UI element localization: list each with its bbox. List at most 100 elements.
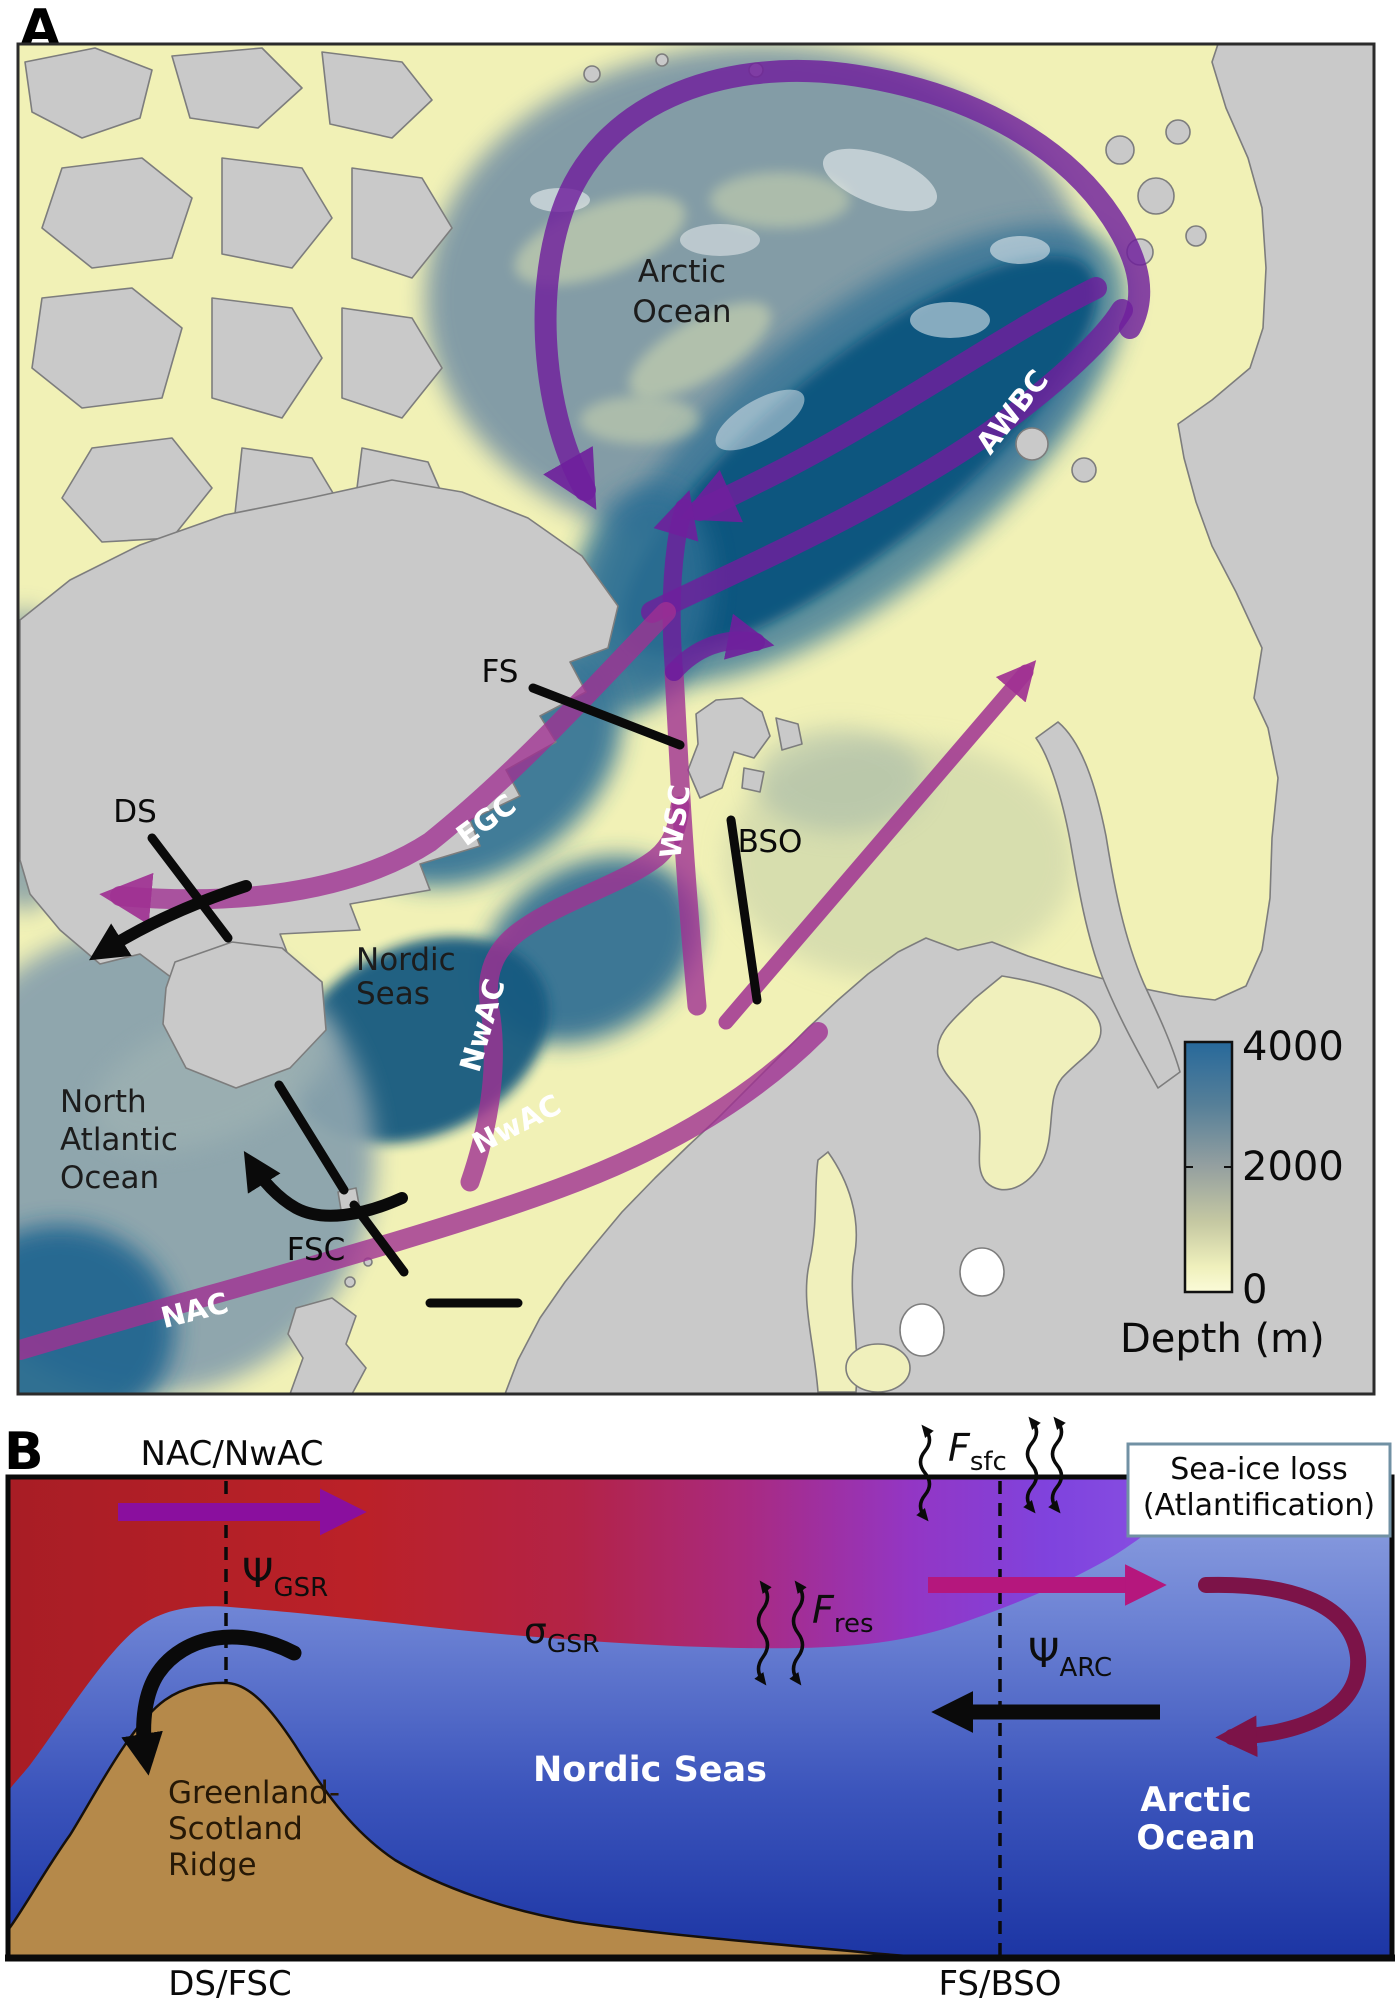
island <box>655 53 669 67</box>
island <box>583 65 601 83</box>
panel-b-schematic: B NAC/NwAC Sea-ice loss (Atla <box>4 1416 1395 2000</box>
colorbar-tick-mid: 2000 <box>1242 1144 1344 1190</box>
f-res-wavy-arrow <box>789 1580 807 1686</box>
f-res-sub: res <box>834 1609 874 1639</box>
scotland <box>287 1297 367 1394</box>
arctic-loop-current <box>534 59 1151 510</box>
island <box>344 1276 356 1288</box>
nordic-seas-label-line1: Nordic <box>356 942 456 978</box>
nac-nwac-coastal-current <box>18 1022 828 1360</box>
colorbar-title: Depth (m) <box>1120 1316 1325 1362</box>
north-atlantic-label-line3: Ocean <box>60 1160 159 1196</box>
wsc-east-branch <box>665 613 775 681</box>
greenland-scotland-ridge <box>8 1681 941 1958</box>
svalbard <box>687 697 771 799</box>
north-atlantic-label-line2: Atlantic <box>60 1122 178 1158</box>
overflow-arrow <box>121 1629 302 1776</box>
awbc-current <box>641 299 1133 623</box>
psi-arc-sub: ARC <box>1059 1653 1112 1683</box>
ridge-label-line3: Ridge <box>168 1847 257 1883</box>
island <box>24 47 153 139</box>
psi-gsr-main: Ψ <box>242 1551 273 1597</box>
ds-section-line <box>147 833 233 943</box>
ridge-label-line2: Scotland <box>168 1811 303 1847</box>
arctic-ocean-region-label-line2: Ocean <box>1136 1818 1255 1858</box>
depth-colorbar: 4000 2000 0 Depth (m) <box>1120 1024 1344 1362</box>
ocean-currents <box>18 59 1151 1360</box>
psi-gsr-sub: GSR <box>273 1573 328 1603</box>
surface-flux-arrows <box>916 1416 1066 1522</box>
map-border <box>16 42 1376 1396</box>
colorbar-tick-min: 0 <box>1242 1267 1267 1313</box>
f-sfc-wavy-arrow <box>916 1424 934 1522</box>
psi-gsr-label: ΨGSR <box>242 1551 328 1603</box>
sections-and-overflows <box>89 683 762 1308</box>
panel-a-map: A <box>16 0 1376 1396</box>
island <box>321 51 433 139</box>
nordic-seas-label-line2: Seas <box>356 976 430 1012</box>
ds-section-label: DS <box>113 794 157 830</box>
sigma-gsr-sub: GSR <box>547 1629 600 1658</box>
island <box>171 47 303 129</box>
sigma-gsr-main: σ <box>524 1611 547 1652</box>
axis-label-ds-fsc: DS/FSC <box>168 1964 292 2000</box>
gulf-of-bothnia <box>805 1150 858 1393</box>
sea-ice-callout-line2: (Atlantification) <box>1143 1488 1375 1523</box>
lake <box>845 1343 911 1393</box>
lake <box>899 1303 945 1357</box>
north-atlantic-label-line1: North <box>60 1084 147 1120</box>
barents-branch-arrow <box>718 660 1037 1030</box>
fs-section-line <box>528 683 685 750</box>
arctic-ocean-label-line1: Arctic <box>638 254 726 290</box>
f-res-wavy-arrow <box>754 1580 772 1686</box>
inflow-label: NAC/NwAC <box>141 1434 324 1474</box>
axis-label-fs-bso: FS/BSO <box>938 1964 1061 2000</box>
colorbar-tick-max: 4000 <box>1242 1024 1344 1070</box>
arctic-ocean-region-label-line1: Arctic <box>1140 1780 1251 1820</box>
wsc-current <box>664 662 707 1016</box>
f-sfc-sub: sfc <box>970 1447 1007 1477</box>
island <box>775 717 803 751</box>
flux-wavy-arrows <box>754 1580 807 1686</box>
sea-ice-callout-line1: Sea-ice loss <box>1170 1452 1347 1487</box>
island <box>741 767 765 793</box>
arctic-ocean-label-line2: Ocean <box>632 294 731 330</box>
island <box>41 157 193 269</box>
inland-waters <box>805 975 1102 1393</box>
island <box>1165 119 1191 145</box>
white-sea <box>936 975 1102 1191</box>
arctic-return-loop-arrow <box>1198 1576 1367 1757</box>
sigma-gsr-label: σGSR <box>524 1611 599 1658</box>
psi-arc-label: ΨARC <box>1028 1631 1112 1683</box>
fsc-section-label: FSC <box>287 1232 346 1268</box>
sea-ice-callout: Sea-ice loss (Atlantification) <box>1126 1442 1392 1538</box>
ds-overflow-arrow <box>89 880 252 961</box>
nordic-seas-region-label: Nordic Seas <box>533 1750 767 1790</box>
island <box>1137 177 1175 215</box>
novaya-zemlya <box>1035 721 1181 1089</box>
fs-section-label: FS <box>482 654 519 690</box>
bso-section-line <box>726 815 762 1005</box>
fsc-overflow-arrow <box>243 1150 408 1222</box>
fsc-section-line-upper <box>274 1080 349 1195</box>
lake <box>959 1247 1005 1297</box>
landmasses <box>19 44 1374 1394</box>
island <box>351 167 453 279</box>
fsc-section-line-lower <box>349 1200 409 1277</box>
island <box>221 157 333 269</box>
atlantic-water-layer <box>8 1477 1195 1793</box>
wsc-north-branch <box>653 490 699 681</box>
f-res-label: Fres <box>812 1588 874 1639</box>
f-sfc-main: F <box>948 1426 971 1470</box>
panel-b-letter: B <box>4 1422 44 1482</box>
island <box>341 307 443 419</box>
f-sfc-wavy-arrow <box>1048 1416 1066 1514</box>
f-sfc-label: Fsfc <box>948 1426 1007 1477</box>
island <box>1185 225 1207 247</box>
island <box>211 297 323 419</box>
psi-arc-main: Ψ <box>1028 1631 1059 1677</box>
f-res-main: F <box>812 1588 835 1632</box>
island <box>1071 457 1097 483</box>
island <box>1015 427 1049 461</box>
